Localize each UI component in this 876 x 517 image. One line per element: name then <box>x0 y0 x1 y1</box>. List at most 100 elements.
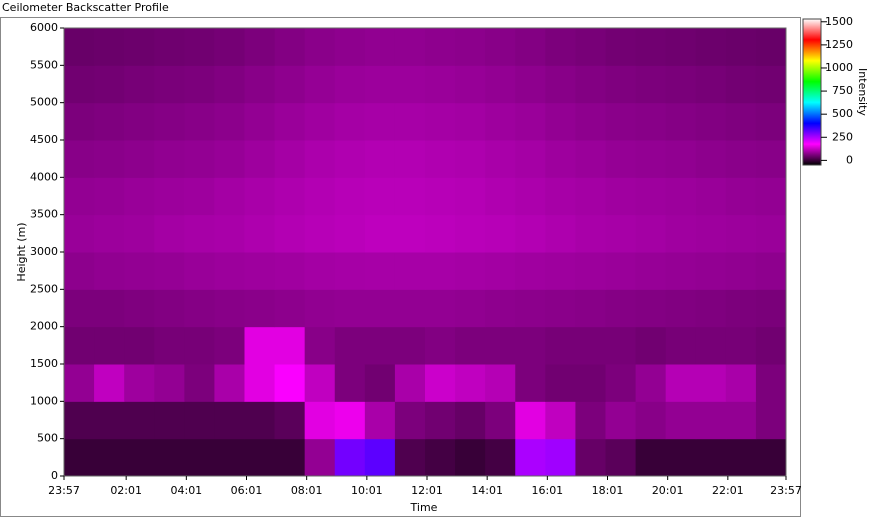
heatmap-cell <box>124 177 155 216</box>
heatmap-cell <box>665 177 697 216</box>
heatmap-cell <box>214 326 245 365</box>
heatmap-cell <box>665 401 697 440</box>
heatmap-cell <box>485 364 516 402</box>
heatmap-cell <box>755 289 787 328</box>
heatmap-cell <box>605 28 637 66</box>
heatmap-cell <box>214 28 245 66</box>
heatmap-cell <box>274 28 306 66</box>
heatmap-cell <box>304 65 336 104</box>
heatmap-cell <box>274 326 306 365</box>
y-tick-label: 4500 <box>30 133 58 146</box>
heatmap-cell <box>575 252 606 290</box>
y-tick-label: 6000 <box>30 21 58 34</box>
heatmap-cell <box>725 401 757 440</box>
heatmap-cell <box>425 214 456 253</box>
heatmap-cell <box>274 140 306 178</box>
heatmap-cell <box>605 177 637 216</box>
heatmap-cell <box>575 401 606 440</box>
heatmap-cell <box>334 28 366 66</box>
chart-title: Ceilometer Backscatter Profile <box>2 1 169 14</box>
heatmap-cell <box>515 65 546 104</box>
heatmap-cell <box>364 326 396 365</box>
heatmap-cell <box>575 177 606 216</box>
heatmap-cell <box>64 177 95 216</box>
heatmap-cell <box>515 289 546 328</box>
heatmap-cell <box>154 401 185 440</box>
heatmap-cell <box>94 438 125 477</box>
heatmap-cell <box>394 140 426 178</box>
heatmap-cell <box>695 326 727 365</box>
heatmap-cell <box>334 65 366 104</box>
heatmap-cell <box>455 438 486 477</box>
heatmap-cell <box>605 252 637 290</box>
heatmap-cell <box>64 214 95 253</box>
heatmap-cell <box>515 214 546 253</box>
heatmap-cell <box>94 401 125 440</box>
heatmap-cell <box>244 364 276 402</box>
heatmap-cell <box>274 438 306 477</box>
heatmap-cell <box>725 177 757 216</box>
heatmap-cell <box>334 364 366 402</box>
heatmap-cell <box>635 140 667 178</box>
heatmap-cell <box>665 214 697 253</box>
heatmap-cell <box>575 289 606 328</box>
heatmap-cell <box>695 102 727 141</box>
y-tick-label: 5500 <box>30 58 58 71</box>
heatmap-cell <box>244 401 276 440</box>
heatmap-cell <box>545 214 576 253</box>
heatmap-cell <box>635 65 667 104</box>
heatmap-cell <box>425 252 456 290</box>
heatmap-cell <box>154 65 185 104</box>
heatmap-cell <box>274 177 306 216</box>
heatmap-cell <box>124 214 155 253</box>
heatmap-cell <box>425 289 456 328</box>
colorbar-tick-label: 0 <box>846 153 853 166</box>
heatmap-cell <box>154 364 185 402</box>
heatmap-cell <box>455 326 486 365</box>
heatmap-cell <box>485 289 516 328</box>
heatmap-cell <box>364 364 396 402</box>
heatmap-cell <box>244 177 276 216</box>
heatmap-cell <box>214 252 245 290</box>
heatmap-cell <box>124 28 155 66</box>
heatmap-cell <box>635 438 667 477</box>
heatmap-cell <box>394 326 426 365</box>
y-tick-label: 3500 <box>30 208 58 221</box>
heatmap-cell <box>394 28 426 66</box>
heatmap-cell <box>214 401 245 440</box>
heatmap-cell <box>665 438 697 477</box>
heatmap-cell <box>244 438 276 477</box>
heatmap-cell <box>695 252 727 290</box>
x-tick-label: 06:01 <box>231 484 263 497</box>
x-tick-label: 08:01 <box>291 484 323 497</box>
heatmap-cell <box>394 401 426 440</box>
heatmap-cell <box>515 438 546 477</box>
heatmap-cell <box>455 289 486 328</box>
heatmap-cell <box>755 65 787 104</box>
heatmap-cell <box>274 102 306 141</box>
heatmap-cell <box>214 289 245 328</box>
heatmap-cell <box>515 102 546 141</box>
heatmap-cell <box>364 28 396 66</box>
heatmap-cell <box>394 102 426 141</box>
heatmap-cell <box>455 28 486 66</box>
heatmap-cell <box>94 214 125 253</box>
heatmap-cell <box>364 102 396 141</box>
heatmap-cell <box>725 214 757 253</box>
heatmap-cell <box>695 140 727 178</box>
x-tick-label: 23:57 <box>48 484 80 497</box>
heatmap-cell <box>635 214 667 253</box>
heatmap-cell <box>545 326 576 365</box>
heatmap-cell <box>665 102 697 141</box>
heatmap-cell <box>665 364 697 402</box>
heatmap-cell <box>184 438 215 477</box>
heatmap-cell <box>154 252 185 290</box>
heatmap-cell <box>64 252 95 290</box>
heatmap-cell <box>334 252 366 290</box>
heatmap-cell <box>515 401 546 440</box>
heatmap-cell <box>485 401 516 440</box>
heatmap-cell <box>244 326 276 365</box>
heatmap-cell <box>665 326 697 365</box>
heatmap-cell <box>695 65 727 104</box>
heatmap-cell <box>725 65 757 104</box>
